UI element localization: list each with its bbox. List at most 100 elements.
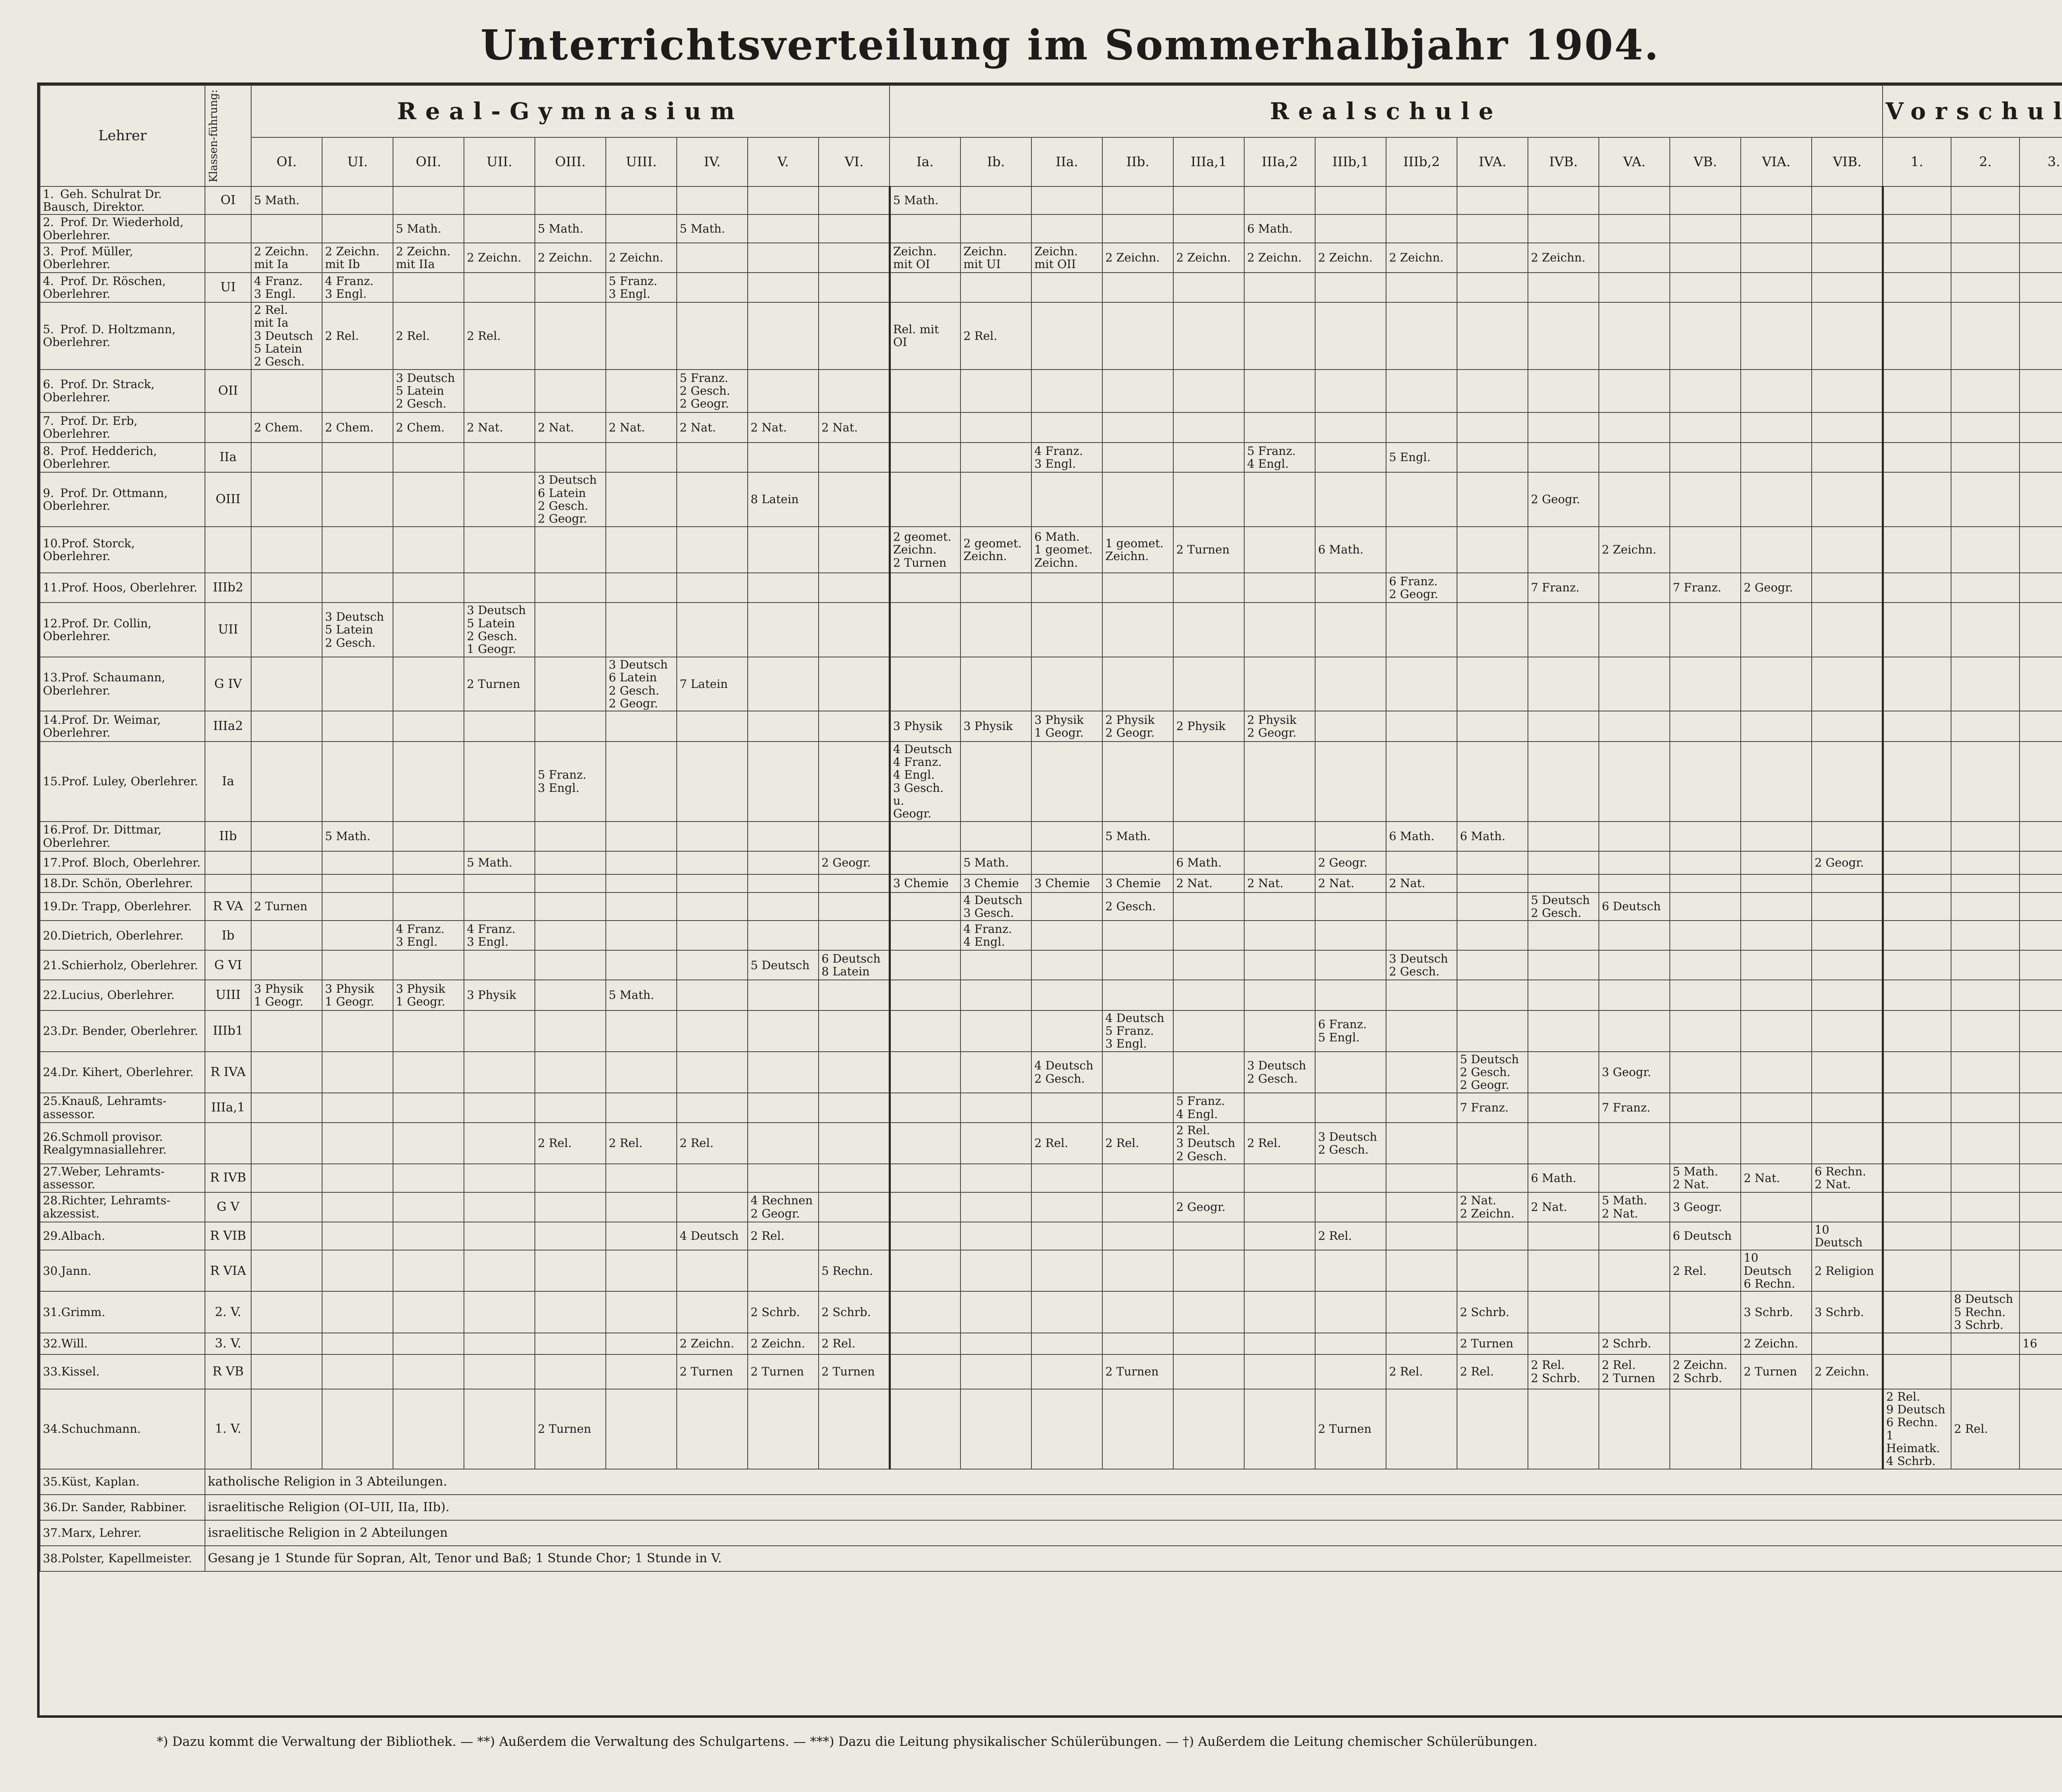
lesson-cell (1386, 369, 1458, 413)
lesson-cell: 5 Math. (534, 214, 606, 243)
lesson-cell (1951, 980, 2020, 1011)
lesson-cell (1951, 1010, 2020, 1052)
lesson-cell: 2 Nat. (464, 412, 535, 443)
lesson-cell (1528, 656, 1600, 712)
teacher-label: Dietrich, Oberlehrer. (61, 928, 184, 942)
lesson-cell (1740, 950, 1812, 981)
teacher-label: Prof. Dr. Erb, Oberlehrer. (43, 414, 138, 441)
lesson-cell: 5 Math. 2 Nat. (1669, 1163, 1742, 1193)
lesson-cell (1669, 1122, 1742, 1164)
lesson-cell (1173, 186, 1245, 215)
lesson-cell: 2 Schrb. (747, 1291, 819, 1333)
lesson-cell: 2 Zeichn. (1598, 526, 1671, 573)
lesson-cell (1457, 572, 1529, 603)
row-number: 15. (43, 775, 61, 788)
lesson-cell: 3 Chemie (960, 874, 1032, 893)
class-teacher-of: UIII (205, 980, 252, 1011)
lesson-cell (1173, 1332, 1245, 1355)
lesson-cell (1315, 1051, 1387, 1093)
lesson-cell (960, 186, 1032, 215)
lesson-cell (1669, 980, 1742, 1011)
lesson-cell (1457, 741, 1529, 822)
lesson-cell (1811, 442, 1883, 473)
teacher-label: Dr. Bender, Oberlehrer. (61, 1024, 198, 1038)
lesson-cell (2019, 980, 2062, 1011)
lesson-cell (1528, 1010, 1600, 1052)
lesson-cell (1173, 980, 1245, 1011)
lesson-cell (960, 272, 1032, 303)
teacher-name: 15. Prof. Luley, Oberlehrer. (40, 741, 205, 822)
lesson-cell (1386, 892, 1458, 921)
lesson-cell (1951, 1332, 2020, 1355)
lesson-cell (534, 1332, 606, 1355)
lesson-cell: Zeichn. mit OII (1031, 243, 1103, 273)
lesson-cell (1881, 526, 1952, 573)
lesson-cell (605, 1291, 677, 1333)
lesson-cell (393, 711, 464, 742)
lesson-cell (2019, 1388, 2062, 1469)
lesson-cell (960, 1051, 1032, 1093)
lesson-cell (605, 214, 677, 243)
lesson-cell (888, 214, 961, 243)
lesson-cell (888, 892, 961, 921)
column-header: 2. (1951, 137, 2020, 187)
lesson-cell (1811, 1388, 1883, 1469)
lesson-cell (1811, 186, 1883, 215)
lesson-cell: 3 Schrb. (1740, 1291, 1812, 1333)
lesson-cell: 2 Rel. (1102, 1122, 1174, 1164)
lesson-cell (605, 892, 677, 921)
lesson-cell (1102, 572, 1174, 603)
teacher-label: Weber, Lehramts-assessor. (43, 1164, 165, 1192)
lesson-cell: 8 Deutsch 5 Rechn. 3 Schrb. (1951, 1291, 2020, 1333)
lesson-cell (393, 1388, 464, 1469)
lesson-cell (1951, 214, 2020, 243)
lesson-cell (1173, 1354, 1245, 1389)
lesson-cell: 10 Deutsch 6 Rechn. (1740, 1250, 1812, 1292)
lesson-cell: 2 Turnen (1740, 1354, 1812, 1389)
lesson-cell (1031, 920, 1103, 951)
lesson-cell (464, 892, 535, 921)
lesson-cell (393, 272, 464, 303)
teacher-row: 37. Marx, Lehrer. israelitische Religion … (40, 1519, 2062, 1546)
lesson-cell: 2 Turnen (534, 1388, 606, 1469)
lesson-cell (1386, 1092, 1458, 1123)
lesson-cell (393, 572, 464, 603)
lesson-cell (393, 442, 464, 473)
lesson-cell (747, 741, 819, 822)
lesson-cell (1811, 369, 1883, 413)
lesson-cell (464, 471, 535, 527)
lesson-cell (322, 874, 393, 893)
row-number: 21. (43, 958, 61, 972)
teacher-label: Grimm. (61, 1305, 106, 1319)
lesson-cell (818, 302, 890, 370)
lesson-cell (605, 821, 677, 852)
lesson-cell (1457, 711, 1529, 742)
lesson-cell (1811, 950, 1883, 981)
teacher-label: Schierholz, Oberlehrer. (61, 958, 198, 972)
teacher-label: Marx, Lehrer. (61, 1526, 142, 1540)
lesson-cell (1951, 442, 2020, 473)
lesson-cell (1528, 1051, 1600, 1093)
lesson-cell (2019, 1291, 2062, 1333)
teacher-label: Schmoll provisor. Realgymnasiallehrer. (43, 1130, 167, 1156)
teacher-name: 35. Küst, Kaplan. (40, 1468, 205, 1495)
teacher-label: Lucius, Oberlehrer. (61, 988, 175, 1002)
row-number: 10. (43, 536, 61, 550)
row-number: 33. (43, 1364, 61, 1378)
teacher-name: 30. Jann. (40, 1250, 205, 1292)
lesson-cell (322, 1221, 393, 1251)
column-header: UI. (322, 137, 393, 187)
lesson-cell (251, 1221, 322, 1251)
lesson-cell (960, 442, 1032, 473)
lesson-cell: 6 Franz. 5 Engl. (1315, 1010, 1387, 1052)
teacher-name: 31. Grimm. (40, 1291, 205, 1333)
lesson-cell (1102, 214, 1174, 243)
lesson-cell (534, 1192, 606, 1222)
lesson-cell: 2 Turnen (251, 892, 322, 921)
lesson-cell (888, 656, 961, 712)
lesson-cell (1881, 1332, 1952, 1355)
lesson-cell (1315, 1291, 1387, 1333)
teacher-label: Kissel. (61, 1364, 100, 1378)
lesson-cell (1598, 442, 1671, 473)
lesson-cell (1811, 272, 1883, 303)
